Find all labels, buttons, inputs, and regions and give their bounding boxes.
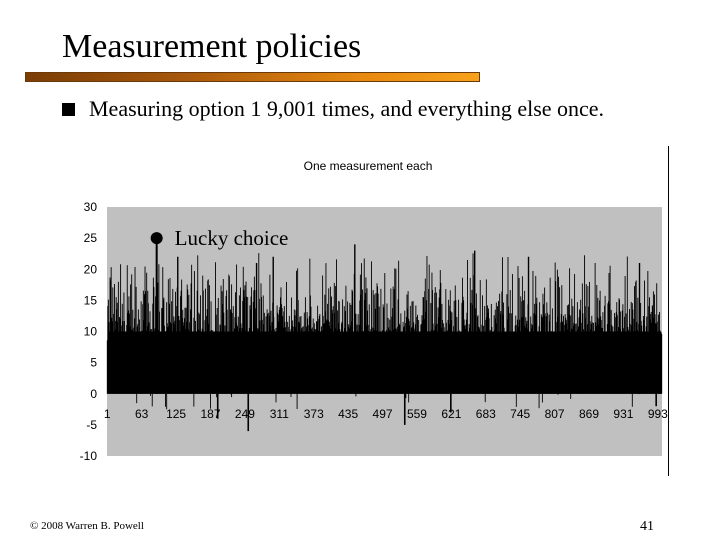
bullet-text: Measuring option 1 9,001 times, and ever… <box>89 96 605 121</box>
page-number: 41 <box>640 519 654 534</box>
x-tick-label: 373 <box>304 407 324 421</box>
x-tick-label: 249 <box>235 407 255 421</box>
x-tick-label: 745 <box>510 407 530 421</box>
y-tick-label: 10 <box>84 325 98 339</box>
x-tick-label: 621 <box>441 407 461 421</box>
y-tick-label: -5 <box>86 418 97 432</box>
x-tick-label: 683 <box>476 407 496 421</box>
bars-group <box>106 238 663 432</box>
x-tick-label: 1 <box>104 407 111 421</box>
y-tick-label: 0 <box>90 387 97 401</box>
x-tick-label: 63 <box>135 407 149 421</box>
x-tick-label: 993 <box>648 407 668 421</box>
x-tick-label: 559 <box>407 407 427 421</box>
y-tick-label: 15 <box>84 293 98 307</box>
footer-copyright: © 2008 Warren B. Powell <box>30 520 144 532</box>
x-tick-label: 435 <box>338 407 358 421</box>
x-tick-label: 931 <box>613 407 633 421</box>
y-tick-label: 20 <box>84 262 98 276</box>
y-tick-label: 5 <box>90 356 97 370</box>
y-axis-ticks: 30 25 20 15 10 5 0 -5 -10 <box>80 200 98 463</box>
bullet-icon <box>62 103 75 116</box>
y-tick-label: 25 <box>84 231 98 245</box>
annotation-group: Lucky choice <box>150 226 289 250</box>
x-tick-label: 125 <box>166 407 186 421</box>
x-tick-label: 187 <box>200 407 220 421</box>
x-tick-label: 311 <box>270 407 289 421</box>
chart-title: One measurement each <box>304 159 433 173</box>
slide-title: Measurement policies <box>62 28 362 65</box>
y-tick-label: 30 <box>84 200 98 214</box>
annotation-marker <box>150 232 163 245</box>
title-rule <box>25 72 480 82</box>
y-tick-label: -10 <box>80 449 98 463</box>
x-tick-label: 869 <box>579 407 599 421</box>
x-tick-label: 807 <box>545 407 565 421</box>
chart-border <box>668 146 669 476</box>
x-axis-ticks: 1 63 125 187 249 311 373 435 497 559 621 683 745 807 8… <box>104 407 668 421</box>
x-tick-label: 497 <box>373 407 393 421</box>
annotation-text: Lucky choice <box>175 226 289 250</box>
